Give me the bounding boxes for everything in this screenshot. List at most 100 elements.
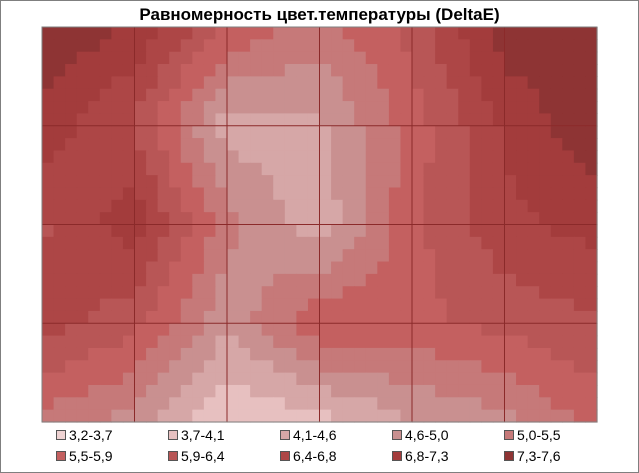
heatmap-cell xyxy=(307,323,321,337)
heatmap-cell xyxy=(504,76,517,90)
legend-swatch xyxy=(504,450,514,461)
heatmap-cell xyxy=(539,187,552,201)
heatmap-cell xyxy=(573,125,587,139)
heatmap-cell xyxy=(250,397,263,411)
heatmap-cell xyxy=(550,101,563,114)
heatmap-cell xyxy=(284,138,297,152)
heatmap-cell xyxy=(573,261,587,275)
heatmap-cell xyxy=(169,409,182,423)
heatmap-cell xyxy=(42,261,55,275)
heatmap-cell xyxy=(365,27,378,40)
legend-item: 4,6-5,0 xyxy=(392,427,504,443)
heatmap-cell xyxy=(492,236,506,250)
heatmap-cell xyxy=(157,150,170,164)
heatmap-cell xyxy=(238,113,251,127)
heatmap-cell xyxy=(331,51,344,65)
heatmap-cell xyxy=(446,113,459,127)
heatmap-cell xyxy=(42,101,55,114)
heatmap-cell xyxy=(562,286,575,300)
heatmap-cell xyxy=(331,150,344,164)
heatmap-cell xyxy=(446,150,459,164)
heatmap-cell xyxy=(203,298,217,312)
heatmap-cell xyxy=(122,384,136,398)
heatmap-cell xyxy=(492,360,506,374)
heatmap-cell xyxy=(273,323,286,337)
heatmap-cell xyxy=(342,199,355,213)
heatmap-cell xyxy=(550,261,563,275)
heatmap-cell xyxy=(550,212,563,226)
heatmap-cell xyxy=(273,409,286,423)
heatmap-cell xyxy=(412,335,425,349)
heatmap-cell xyxy=(481,310,494,324)
heatmap-cell xyxy=(319,150,332,164)
heatmap-cell xyxy=(296,175,309,189)
heatmap-cell xyxy=(446,249,459,263)
heatmap-cell xyxy=(307,27,321,40)
heatmap-cell xyxy=(238,298,251,312)
heatmap-cell xyxy=(377,212,390,226)
heatmap-cell xyxy=(238,224,251,238)
heatmap-cell xyxy=(550,199,563,213)
heatmap-cell xyxy=(134,212,147,226)
heatmap-cell xyxy=(331,76,344,90)
heatmap-cell xyxy=(585,372,598,386)
heatmap-cell xyxy=(215,125,228,139)
heatmap-cell xyxy=(250,39,263,53)
heatmap-cell xyxy=(492,335,506,349)
heatmap-cell xyxy=(435,310,448,324)
heatmap-cell xyxy=(585,347,598,361)
heatmap-cell xyxy=(481,76,494,90)
heatmap-cell xyxy=(573,286,587,300)
heatmap-cell xyxy=(435,224,448,238)
heatmap-cell xyxy=(435,125,448,139)
heatmap-cell xyxy=(227,101,240,114)
heatmap-cell xyxy=(377,64,390,77)
heatmap-cell xyxy=(365,212,378,226)
heatmap-cell xyxy=(331,286,344,300)
heatmap-cell xyxy=(539,199,552,213)
heatmap-cell xyxy=(42,175,55,189)
heatmap-cell xyxy=(250,27,263,40)
heatmap-cell xyxy=(227,224,240,238)
heatmap-cell xyxy=(307,224,321,238)
heatmap-cell xyxy=(261,51,274,65)
heatmap-cell xyxy=(88,347,101,361)
heatmap-cell xyxy=(250,261,263,275)
legend: 3,2-3,7 3,7-4,1 4,1-4,6 4,6-5,0 5,0-5,5 5,5-… xyxy=(56,424,616,466)
legend-label: 6,8-7,3 xyxy=(405,447,449,464)
heatmap-cell xyxy=(319,212,332,226)
heatmap-cell xyxy=(331,397,344,411)
heatmap-cell xyxy=(354,125,367,139)
heatmap-cell xyxy=(76,101,89,114)
heatmap-cell xyxy=(539,138,552,152)
heatmap-cell xyxy=(261,113,274,127)
heatmap-cell xyxy=(516,51,529,65)
heatmap-cell xyxy=(65,175,78,189)
heatmap-cell xyxy=(342,335,355,349)
legend-swatch xyxy=(280,450,290,461)
heatmap-cell xyxy=(423,273,436,287)
heatmap-cell xyxy=(227,150,240,164)
heatmap-cell xyxy=(469,138,482,152)
heatmap-cell xyxy=(377,323,390,337)
heatmap-cell xyxy=(307,187,321,201)
heatmap-cell xyxy=(562,397,575,411)
heatmap-cell xyxy=(562,39,575,53)
heatmap-cell xyxy=(134,162,147,176)
heatmap-cell xyxy=(412,39,425,53)
heatmap-cell xyxy=(504,175,517,189)
heatmap-cell xyxy=(307,347,321,361)
heatmap-cell xyxy=(342,187,355,201)
heatmap-cell xyxy=(134,310,147,324)
heatmap-cell xyxy=(504,39,517,53)
heatmap-cell xyxy=(284,51,297,65)
heatmap-cell xyxy=(122,88,136,102)
heatmap-cell xyxy=(146,64,159,77)
heatmap-cell xyxy=(585,273,598,287)
heatmap-cell xyxy=(481,88,494,102)
heatmap-cell xyxy=(76,27,89,40)
heatmap-cell xyxy=(215,39,228,53)
heatmap-cell xyxy=(319,347,332,361)
heatmap-cell xyxy=(42,384,55,398)
heatmap-cell xyxy=(88,27,101,40)
